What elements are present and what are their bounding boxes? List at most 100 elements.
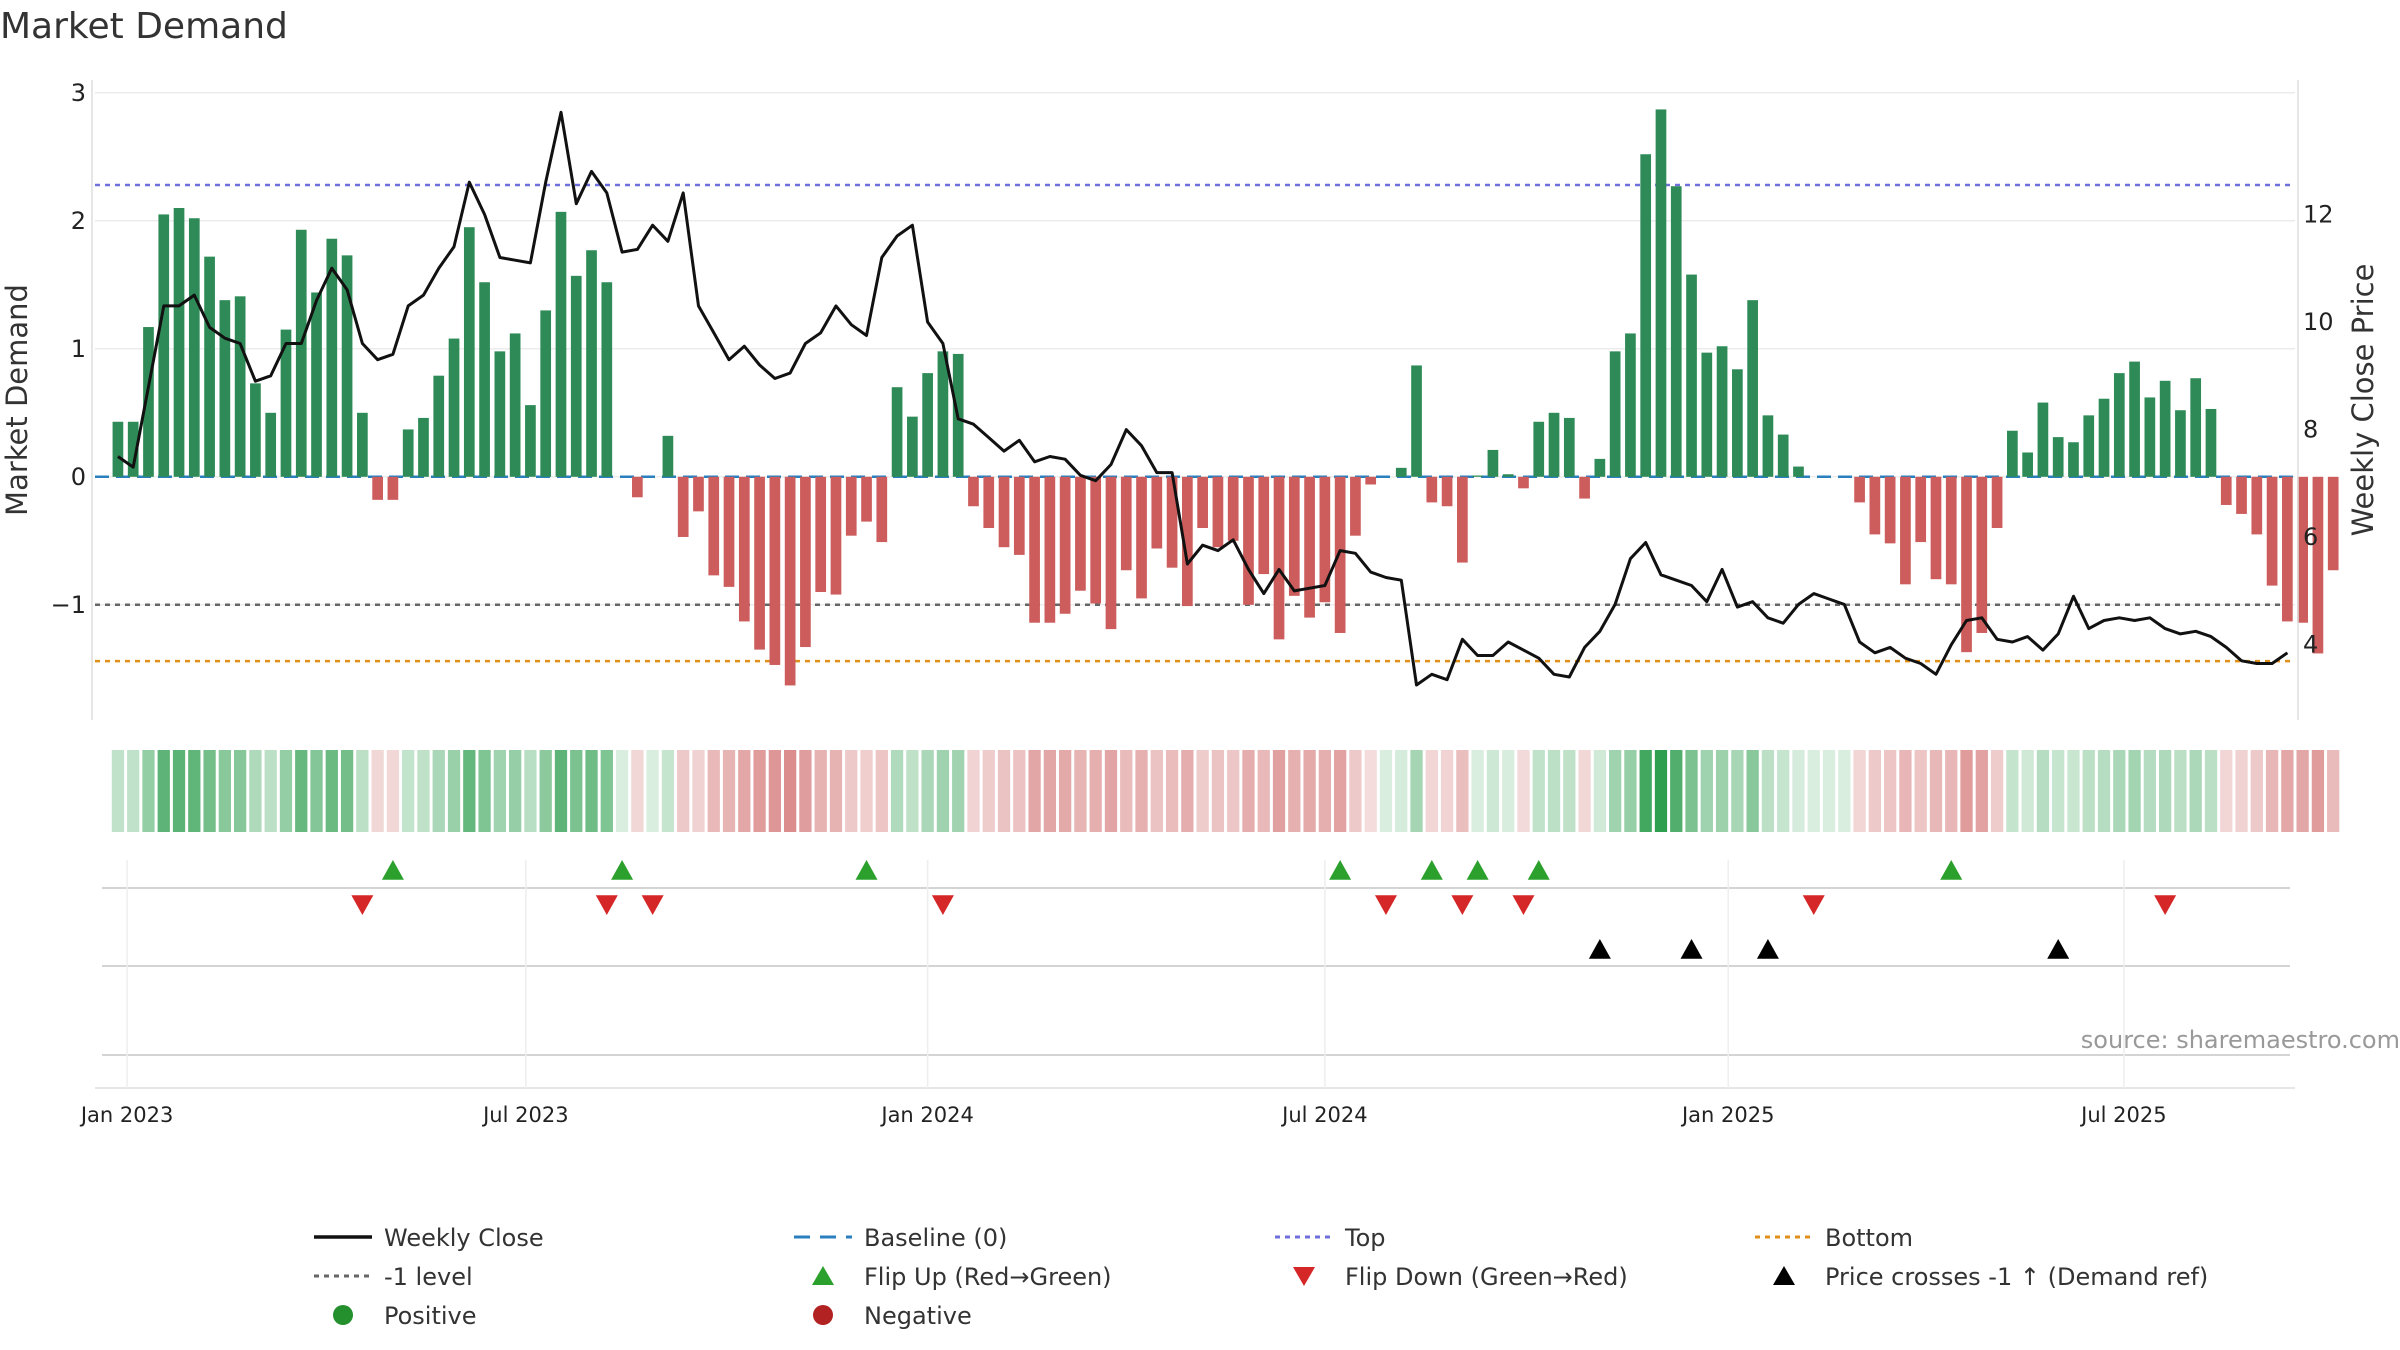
- heat-cell: [386, 750, 400, 832]
- heat-cell: [1639, 750, 1652, 832]
- heat-cell: [2296, 750, 2309, 832]
- heat-cell: [1899, 750, 1912, 832]
- weekly-close-series: [117, 110, 2289, 687]
- x-axis-ticks: Jan 2023 Jul 2023 Jan 2024 Jul 2024 Jan 2025…: [79, 1103, 2167, 1127]
- demand-bar: [754, 476, 765, 650]
- demand-bars: [112, 109, 2339, 686]
- heat-cell: [707, 750, 720, 832]
- demand-bar: [2220, 476, 2232, 505]
- demand-bar: [1411, 365, 1422, 477]
- heat-cell: [2189, 750, 2202, 832]
- demand-bar: [830, 476, 842, 595]
- legend-label: -1 level: [384, 1263, 473, 1291]
- demand-bar: [265, 412, 277, 477]
- heat-cell: [1059, 750, 1072, 832]
- flip-down-marker: [1802, 895, 1825, 915]
- reference-lines: [95, 183, 2295, 663]
- demand-bar: [1059, 476, 1071, 614]
- heat-cell: [2128, 750, 2141, 832]
- left-tick-label: 0: [71, 463, 86, 491]
- demand-bar: [1197, 476, 1208, 528]
- heat-cell: [738, 750, 751, 832]
- legend-label: Flip Up (Red→Green): [864, 1263, 1112, 1291]
- demand-bar: [998, 476, 1010, 548]
- demand-bar: [1319, 476, 1331, 603]
- demand-bar: [1640, 154, 1652, 477]
- demand-bar: [2129, 361, 2140, 477]
- demand-bar: [1609, 351, 1621, 477]
- heat-cell: [1379, 750, 1393, 832]
- heat-cell: [1929, 750, 1943, 832]
- demand-bar: [2159, 380, 2171, 477]
- heat-cell: [1471, 750, 1484, 832]
- heat-cell: [2036, 750, 2050, 832]
- heat-cell: [952, 750, 965, 832]
- demand-bar: [2236, 476, 2247, 514]
- x-tick-label: Jul 2023: [481, 1103, 568, 1127]
- heat-cell: [1838, 750, 1851, 832]
- legend-label: Price crosses -1 ↑ (Demand ref): [1825, 1263, 2208, 1291]
- demand-bar: [1747, 300, 1758, 477]
- heat-cell: [1257, 750, 1270, 832]
- right-tick-label: 12: [2303, 200, 2334, 228]
- demand-bar: [1090, 476, 1102, 604]
- heat-cell: [585, 750, 598, 832]
- flip-down-marker: [1451, 895, 1474, 915]
- flip-up-marker: [1466, 860, 1489, 880]
- demand-bar: [800, 476, 811, 648]
- heat-cell: [1868, 750, 1881, 832]
- demand-bar: [448, 338, 460, 477]
- heat-cell: [509, 750, 522, 832]
- demand-bar: [1732, 369, 1743, 477]
- heat-cell: [234, 750, 247, 832]
- heat-cell: [1532, 750, 1545, 832]
- x-tick-label: Jan 2024: [879, 1103, 974, 1127]
- heat-cell: [845, 750, 858, 832]
- demand-bar: [1243, 476, 1254, 605]
- heat-cell: [799, 750, 812, 832]
- demand-bar: [1900, 476, 1911, 585]
- heat-cell: [111, 750, 125, 832]
- demand-bar: [738, 476, 750, 622]
- heat-cell: [1593, 750, 1606, 832]
- source-note: source: sharemaestro.com: [2081, 1026, 2400, 1054]
- demand-bar: [1151, 476, 1163, 549]
- flip-down-marker: [351, 895, 374, 915]
- weekly-close-line: [117, 110, 2289, 687]
- heat-cell: [1150, 750, 1163, 832]
- demand-bar: [1472, 475, 1483, 477]
- demand-bar: [433, 375, 445, 477]
- demand-bar: [2083, 415, 2095, 477]
- heat-cell: [356, 750, 369, 832]
- price-cross-marker: [1756, 939, 1779, 959]
- demand-bar: [815, 476, 827, 592]
- demand-bar: [570, 275, 582, 477]
- demand-bar: [1945, 476, 1957, 585]
- demand-bar: [234, 296, 246, 477]
- heat-cell: [1761, 750, 1775, 832]
- demand-bar: [601, 282, 613, 477]
- right-tick-label: 10: [2303, 308, 2334, 336]
- flip-up-marker: [381, 860, 404, 880]
- heat-cell: [1914, 750, 1927, 832]
- flip-down-marker: [2154, 895, 2177, 915]
- heat-cell: [1211, 750, 1225, 832]
- demand-bar: [1227, 476, 1239, 541]
- heat-cell: [2204, 750, 2218, 832]
- legend-swatch: [333, 1305, 353, 1325]
- heat-cell: [921, 750, 934, 832]
- demand-bar: [1594, 458, 1606, 477]
- price-cross-marker: [2047, 939, 2070, 959]
- demand-bar: [769, 476, 781, 665]
- demand-bar: [143, 327, 154, 477]
- heat-cell: [615, 750, 629, 832]
- demand-bar: [1991, 476, 2003, 528]
- heat-cell: [188, 750, 201, 832]
- demand-bar: [1273, 476, 1285, 640]
- heat-cell: [570, 750, 583, 832]
- heat-cell: [1731, 750, 1744, 832]
- heat-cell: [753, 750, 766, 832]
- demand-bar: [1182, 476, 1193, 607]
- demand-bar: [2068, 442, 2079, 477]
- flip-up-marker: [1329, 860, 1352, 880]
